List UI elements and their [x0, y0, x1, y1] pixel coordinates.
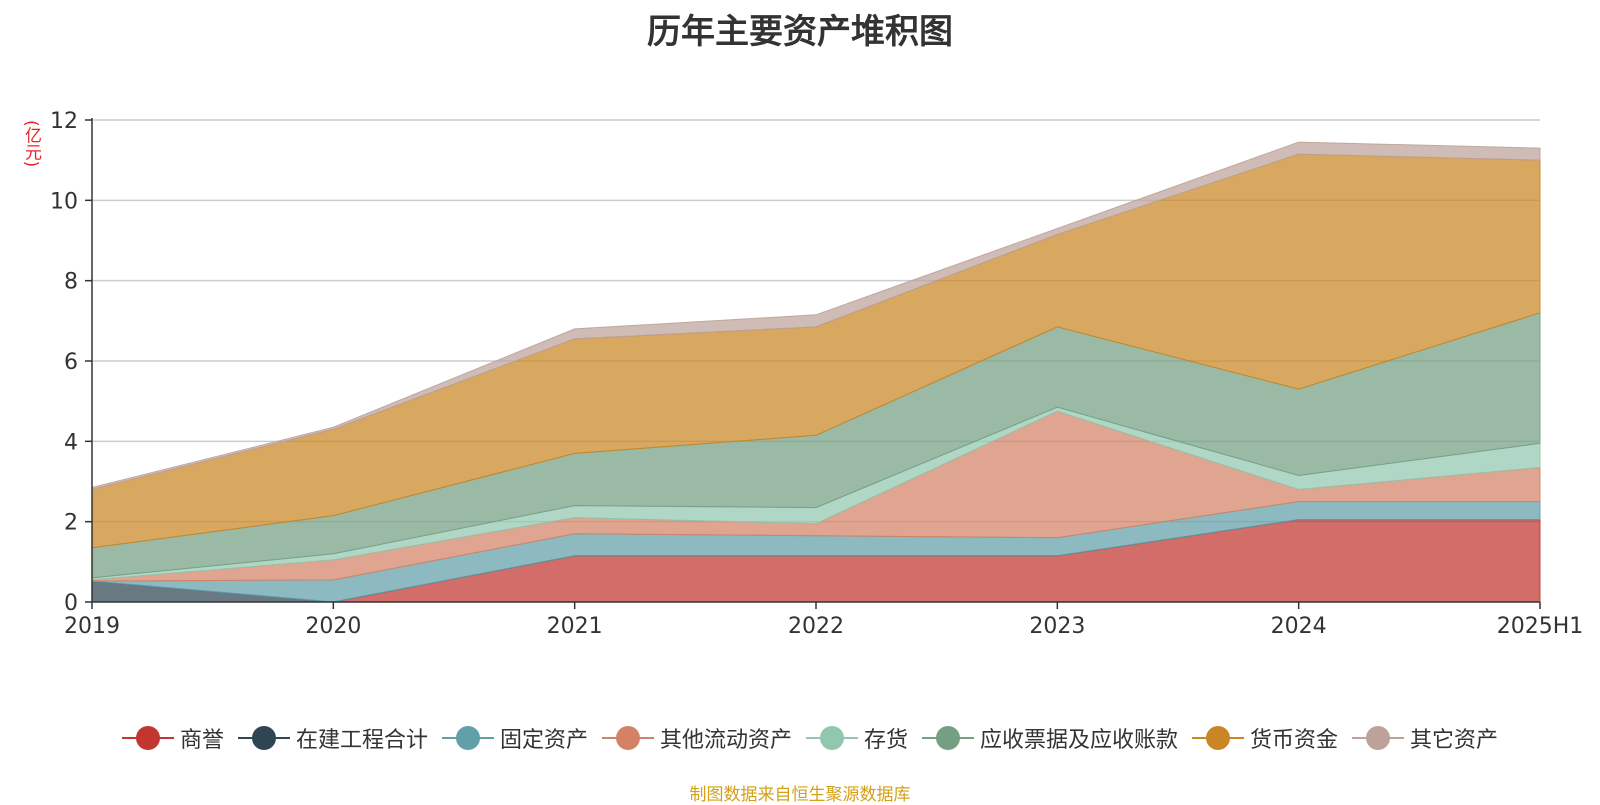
legend-label: 在建工程合计	[295, 728, 428, 753]
x-tick-label: 2023	[1029, 614, 1085, 639]
legend-marker-icon	[121, 725, 174, 751]
legend-label: 其他流动资产	[659, 728, 792, 753]
legend-item-other-current-assets[interactable]: 其他流动资产	[601, 722, 792, 754]
legend-marker-icon	[601, 725, 654, 751]
legend-label: 其它资产	[1410, 728, 1499, 753]
y-axis-unit-label: (亿元)	[21, 120, 41, 168]
legend-item-fixed-assets[interactable]: 固定资产	[441, 722, 588, 754]
legend-marker-icon	[922, 725, 975, 751]
x-tick-label: 2024	[1271, 614, 1327, 639]
x-tick-label: 2021	[547, 614, 603, 639]
y-tick-label: 10	[50, 189, 78, 214]
area-series-其它资产	[91, 141, 1541, 491]
legend-item-goodwill[interactable]: 商誉	[121, 722, 224, 754]
legend-label: 固定资产	[499, 728, 588, 753]
legend-marker-icon	[1192, 725, 1245, 751]
legend-marker-icon	[237, 725, 290, 751]
legend-marker-icon	[806, 725, 858, 751]
legend-marker-icon	[441, 725, 494, 751]
legend-item-cash[interactable]: 货币资金	[1192, 722, 1338, 754]
x-tick-label: 2019	[64, 614, 120, 639]
y-tick-label: 12	[50, 109, 78, 134]
x-tick-label: 2020	[305, 614, 361, 639]
chart-title: 历年主要资产堆积图	[647, 12, 953, 52]
axes: 0 2 4 6 8 10 12 2019 2020 2021 2022 2023 2024 2025H1	[50, 109, 1583, 639]
data-source-note: 制图数据来自恒生聚源数据库	[689, 785, 911, 805]
legend-label: 货币资金	[1250, 728, 1339, 753]
legend-item-construction-in-progress[interactable]: 在建工程合计	[237, 722, 428, 754]
x-tick-label: 2022	[788, 614, 844, 639]
y-tick-label: 0	[64, 591, 78, 616]
legend-marker-icon	[1352, 725, 1405, 751]
legend-label: 商誉	[179, 728, 224, 753]
x-tick-label: 2025H1	[1497, 614, 1584, 639]
y-tick-label: 8	[64, 270, 78, 295]
legend-label: 存货	[864, 728, 909, 753]
legend-item-receivables[interactable]: 应收票据及应收账款	[922, 722, 1178, 754]
legend-item-other-assets[interactable]: 其它资产	[1352, 722, 1498, 754]
y-tick-label: 6	[64, 350, 78, 375]
legend-item-inventory[interactable]: 存货	[806, 722, 908, 754]
area-series	[91, 141, 1541, 603]
legend: 商誉 在建工程合计 固定资产 其他流动资产 存货 应收票据及应收账款 货币资	[40, 722, 1580, 754]
y-tick-label: 4	[64, 430, 78, 455]
legend-label: 应收票据及应收账款	[980, 728, 1179, 753]
stacked-area-chart: 0 2 4 6 8 10 12 2019 2020 2021 2022 2023 2024 2025H1	[50, 109, 1583, 639]
y-tick-label: 2	[64, 511, 78, 536]
